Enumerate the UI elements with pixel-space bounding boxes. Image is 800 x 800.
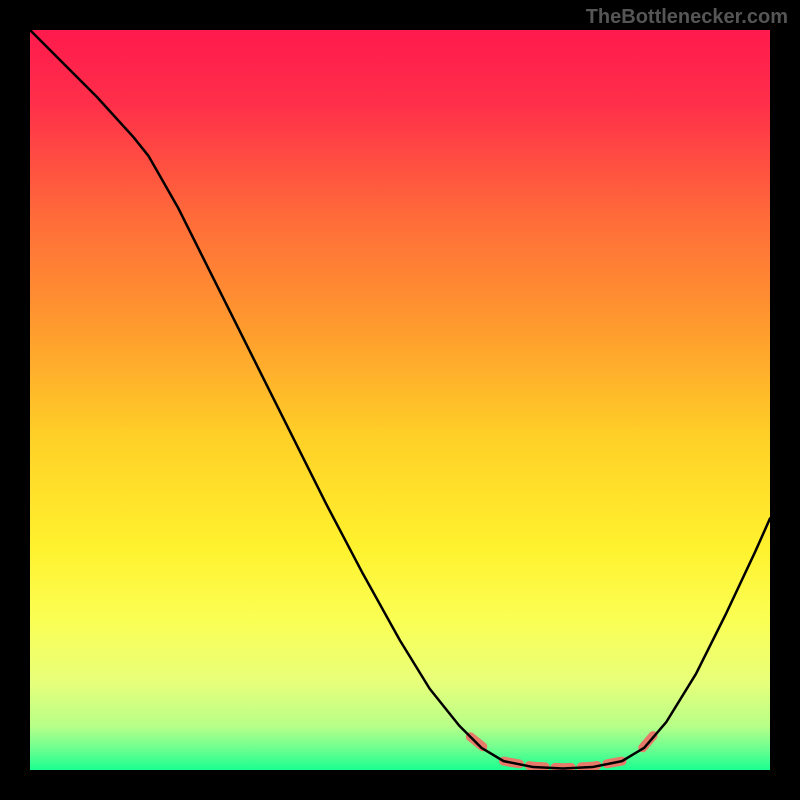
highlight-band [470, 733, 655, 768]
bottleneck-curve [30, 30, 770, 769]
plot-area [30, 30, 770, 770]
watermark-text: TheBottlenecker.com [586, 6, 788, 29]
curve-layer [30, 30, 770, 770]
